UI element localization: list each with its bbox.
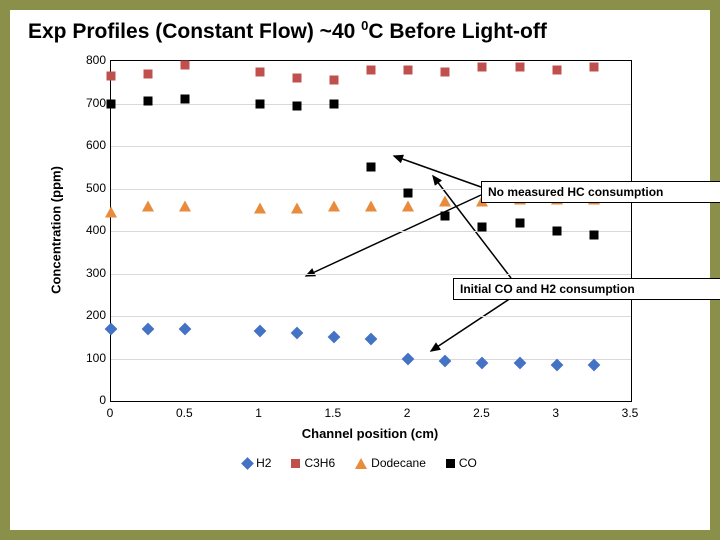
y-tick-label: 800 xyxy=(56,53,106,67)
data-point-Dodecane xyxy=(328,200,340,211)
data-point-C3H6 xyxy=(329,76,338,85)
data-point-C3H6 xyxy=(181,61,190,70)
data-point-H2 xyxy=(105,322,118,335)
data-point-CO xyxy=(144,97,153,106)
plot-area: No measured HC consumptionInitial CO and… xyxy=(110,60,632,402)
y-tick-label: 500 xyxy=(56,181,106,195)
data-point-CO xyxy=(515,218,524,227)
data-point-C3H6 xyxy=(515,63,524,72)
chart-title: Exp Profiles (Constant Flow) ~40 0C Befo… xyxy=(28,18,698,44)
data-point-C3H6 xyxy=(107,71,116,80)
data-point-CO xyxy=(552,227,561,236)
slide-frame: Exp Profiles (Constant Flow) ~40 0C Befo… xyxy=(0,0,720,540)
data-point-C3H6 xyxy=(441,67,450,76)
x-axis-label: Channel position (cm) xyxy=(302,426,439,441)
legend-item-Dodecane: Dodecane xyxy=(355,456,426,470)
data-point-CO xyxy=(589,231,598,240)
data-point-CO xyxy=(478,222,487,231)
gridline xyxy=(111,146,631,147)
legend: H2 C3H6 Dodecane CO xyxy=(50,456,670,470)
data-point-C3H6 xyxy=(478,63,487,72)
data-point-H2 xyxy=(142,322,155,335)
data-point-Dodecane xyxy=(291,202,303,213)
x-tick-label: 1.5 xyxy=(325,406,342,420)
data-point-H2 xyxy=(290,327,303,340)
data-point-Dodecane xyxy=(402,200,414,211)
legend-item-CO: CO xyxy=(446,456,477,470)
gridline xyxy=(111,359,631,360)
legend-label: H2 xyxy=(256,456,271,470)
data-point-H2 xyxy=(327,331,340,344)
data-point-CO xyxy=(367,163,376,172)
y-tick-label: 300 xyxy=(56,266,106,280)
x-tick-label: 0.5 xyxy=(176,406,193,420)
data-point-CO xyxy=(329,99,338,108)
legend-item-C3H6: C3H6 xyxy=(291,456,335,470)
data-point-Dodecane xyxy=(179,200,191,211)
x-tick-label: 2 xyxy=(404,406,411,420)
data-point-C3H6 xyxy=(292,74,301,83)
y-tick-label: 400 xyxy=(56,223,106,237)
data-point-Dodecane xyxy=(439,196,451,207)
data-point-C3H6 xyxy=(144,69,153,78)
data-point-H2 xyxy=(439,354,452,367)
y-tick-label: 0 xyxy=(56,393,106,407)
data-point-Dodecane xyxy=(254,202,266,213)
data-point-Dodecane xyxy=(105,206,117,217)
legend-label: C3H6 xyxy=(304,456,335,470)
callout-co-h2: Initial CO and H2 consumption xyxy=(453,278,720,300)
data-point-CO xyxy=(404,188,413,197)
data-point-H2 xyxy=(587,359,600,372)
x-tick-label: 2.5 xyxy=(473,406,490,420)
y-tick-label: 100 xyxy=(56,351,106,365)
gridline xyxy=(111,274,631,275)
x-tick-label: 1 xyxy=(255,406,262,420)
data-point-C3H6 xyxy=(404,65,413,74)
gridline xyxy=(111,316,631,317)
data-point-H2 xyxy=(550,359,563,372)
data-point-C3H6 xyxy=(589,63,598,72)
data-point-H2 xyxy=(253,325,266,338)
data-point-Dodecane xyxy=(142,200,154,211)
data-point-Dodecane xyxy=(365,200,377,211)
data-point-CO xyxy=(107,99,116,108)
legend-label: Dodecane xyxy=(371,456,426,470)
legend-label: CO xyxy=(459,456,477,470)
data-point-H2 xyxy=(179,322,192,335)
chart-container: Concentration (ppm) Channel position (cm… xyxy=(50,50,670,450)
y-tick-label: 700 xyxy=(56,96,106,110)
data-point-C3H6 xyxy=(255,67,264,76)
legend-item-H2: H2 xyxy=(243,456,271,470)
x-tick-label: 3.5 xyxy=(622,406,639,420)
callout-no-hc: No measured HC consumption xyxy=(481,181,720,203)
data-point-H2 xyxy=(365,333,378,346)
data-point-CO xyxy=(292,101,301,110)
x-tick-label: 0 xyxy=(107,406,114,420)
data-point-CO xyxy=(181,95,190,104)
data-point-H2 xyxy=(402,352,415,365)
data-point-C3H6 xyxy=(367,65,376,74)
data-point-CO xyxy=(255,99,264,108)
y-tick-label: 200 xyxy=(56,308,106,322)
x-tick-label: 3 xyxy=(552,406,559,420)
y-tick-label: 600 xyxy=(56,138,106,152)
data-point-CO xyxy=(441,212,450,221)
data-point-C3H6 xyxy=(552,65,561,74)
